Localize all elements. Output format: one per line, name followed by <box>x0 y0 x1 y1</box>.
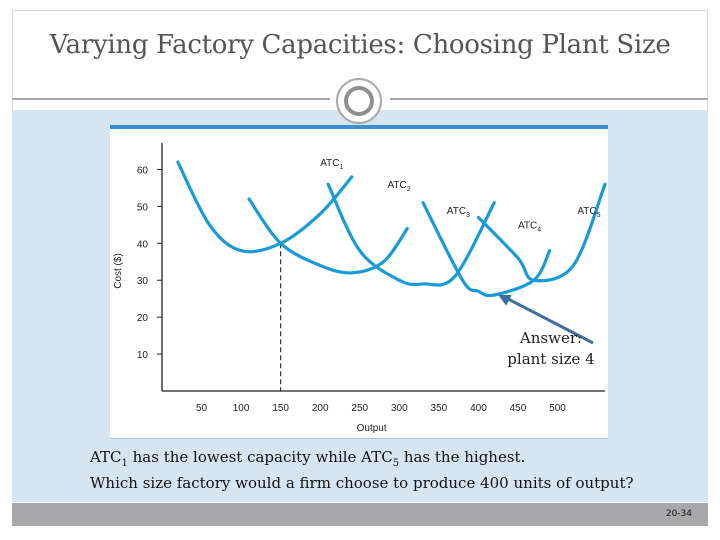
curve-atc5 <box>476 182 607 283</box>
text1-sub2: 5 <box>392 458 400 469</box>
chart-panel <box>110 125 608 439</box>
answer-arrow-shaft <box>503 295 594 345</box>
slide-title: Varying Factory Capacities: Choosing Pla… <box>49 30 671 60</box>
y-tick-label: 30 <box>137 276 149 287</box>
x-tick-label: 400 <box>470 403 487 414</box>
y-axis-label: Cost ($) <box>113 253 124 289</box>
x-axis-label: Output <box>357 423 387 434</box>
series-label-atc2: ATC2 <box>387 180 410 193</box>
chart-panel-bottom-rule <box>110 438 608 439</box>
x-tick-label: 300 <box>391 403 408 414</box>
answer-annotation: Answer: plant size 4 <box>494 328 608 370</box>
inner-ring <box>344 86 374 116</box>
slide-number: 20-34 <box>665 509 692 519</box>
x-tick-label: 150 <box>272 403 289 414</box>
text1-mid: has the lowest capacity while ATC <box>127 448 393 466</box>
x-tick-label: 100 <box>233 403 250 414</box>
answer-arrow-head <box>498 295 512 306</box>
series-label-atc5: ATC5 <box>577 206 600 219</box>
y-tick-label: 20 <box>137 313 149 324</box>
title-divider-right <box>390 98 708 100</box>
x-tick-label: 350 <box>431 403 448 414</box>
y-tick-label: 50 <box>137 202 149 213</box>
text1-sub1: 1 <box>121 458 128 469</box>
capacity-statement: ATC1 has the lowest capacity while ATC5 … <box>90 448 710 469</box>
answer-line-1: Answer: <box>519 329 583 347</box>
text1-pre: ATC <box>90 448 122 466</box>
answer-line-2: plant size 4 <box>507 350 595 368</box>
series-label-atc4: ATC4 <box>518 221 541 234</box>
x-tick-label: 200 <box>312 403 329 414</box>
question-text: Which size factory would a firm choose t… <box>90 474 634 492</box>
x-tick-label: 500 <box>549 403 566 414</box>
curve-atc3 <box>326 182 496 287</box>
curve-atc1 <box>176 160 354 254</box>
series-label-atc1: ATC1 <box>320 158 343 171</box>
circle-ornament-icon <box>336 78 382 124</box>
x-tick-label: 50 <box>196 403 208 414</box>
x-tick-label: 450 <box>510 403 527 414</box>
text1-post: has the highest. <box>399 448 526 466</box>
atc-chart: 10 20 30 40 50 60 50 100 150 200 250 300 350 400 450 50… <box>113 143 607 434</box>
y-tick-label: 60 <box>137 165 149 176</box>
curve-atc2 <box>247 197 409 275</box>
x-tick-label: 250 <box>351 403 368 414</box>
title-divider-left <box>12 98 330 100</box>
footer-bar <box>12 503 708 526</box>
y-tick-label: 10 <box>137 350 149 361</box>
series-label-atc3: ATC3 <box>447 206 470 219</box>
y-tick-label: 40 <box>137 239 149 250</box>
